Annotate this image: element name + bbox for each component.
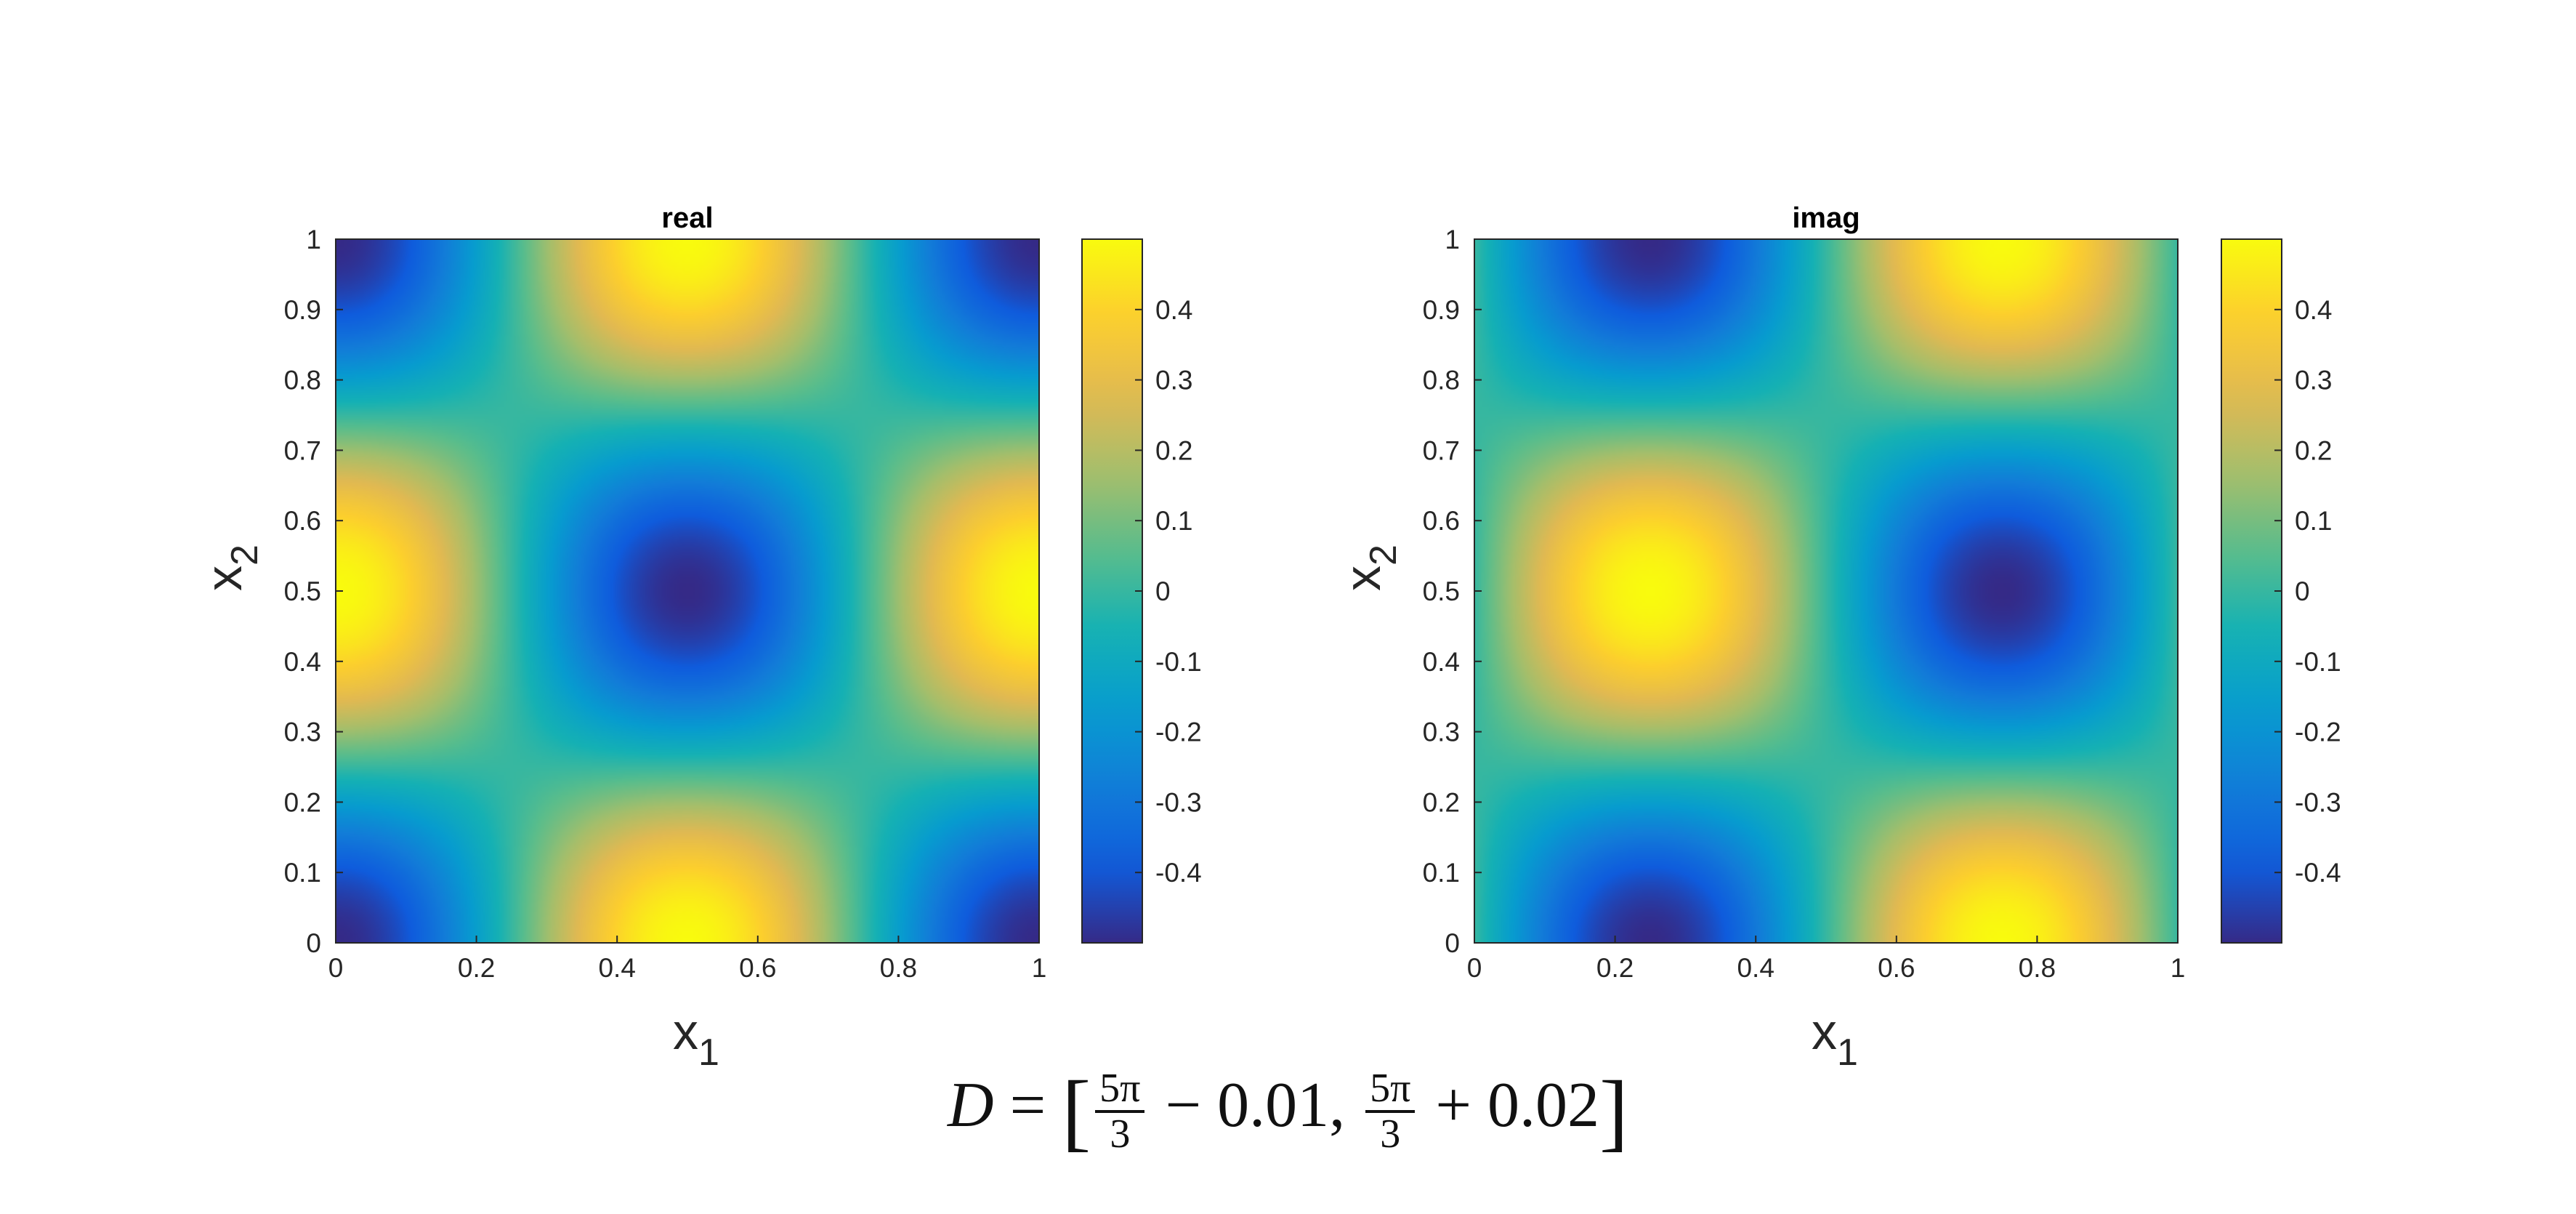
x-axis-label-sub: 1 <box>1837 1032 1858 1074</box>
x-tick-label: 0.6 <box>1878 953 1915 983</box>
caption-term-2: + 0.02 <box>1435 1070 1600 1141</box>
colorbar-tick-label: 0.2 <box>1155 435 1192 465</box>
colorbar-tick-label: 0.4 <box>2295 295 2332 325</box>
y-tick-label: 0.1 <box>284 858 321 888</box>
caption-frac-1-num: 5π <box>1095 1067 1145 1113</box>
colorbar-tick-label: -0.3 <box>2295 787 2341 817</box>
colorbar-tick-label: -0.1 <box>2295 647 2341 677</box>
caption-open-bracket: [ <box>1062 1063 1091 1159</box>
caption-equals: = <box>1009 1070 1046 1141</box>
y-tick-label: 0 <box>306 928 321 958</box>
y-tick-label: 0.1 <box>1423 858 1460 888</box>
colorbar-tick-label: -0.1 <box>1155 647 1202 677</box>
y-tick-label: 0.5 <box>284 576 321 606</box>
heatmap-real <box>336 239 1039 943</box>
colorbar <box>2221 238 2282 944</box>
colorbar-tick-label: -0.2 <box>1155 717 1202 747</box>
y-tick-label: 1 <box>306 225 321 254</box>
colorbar-tick-label: -0.4 <box>2295 858 2341 888</box>
y-tick-label: 1 <box>1445 225 1460 254</box>
x-tick-label: 0.8 <box>2019 953 2056 983</box>
caption-term-1: − 0.01, <box>1165 1070 1346 1141</box>
x-tick-label: 0.4 <box>598 953 635 983</box>
y-tick-label: 0.6 <box>1423 506 1460 536</box>
y-tick-label: 0.8 <box>284 366 321 395</box>
plot-title: imag <box>1792 202 1860 234</box>
y-tick-label: 0.6 <box>284 506 321 536</box>
caption-frac-2: 5π 3 <box>1365 1067 1416 1157</box>
y-tick-label: 0.9 <box>284 295 321 325</box>
colorbar-tick-label: -0.3 <box>1155 787 1202 817</box>
y-tick-label: 0.3 <box>1423 717 1460 747</box>
y-tick-label: 0.7 <box>1423 435 1460 465</box>
x-axis-label-sub: 1 <box>698 1032 719 1074</box>
y-tick-label: 0.2 <box>284 787 321 817</box>
colorbar-tick-label: 0.2 <box>2295 435 2332 465</box>
x-tick-label: 0 <box>1467 953 1482 983</box>
panel-imag: imag 0 0.2 0.4 0.6 0.8 1 0 0.1 0.2 0.3 0.4 0.5 0.6 0.7… <box>1334 202 2341 1074</box>
x-tick-label: 0.2 <box>458 953 495 983</box>
y-axis-label: x2 <box>195 544 266 591</box>
y-axis-label-sub: 2 <box>224 544 266 566</box>
colorbar-tick-label: -0.4 <box>1155 858 1202 888</box>
x-tick-label: 0.6 <box>739 953 776 983</box>
y-tick-label: 0.7 <box>284 435 321 465</box>
x-tick-label: 0.4 <box>1737 953 1774 983</box>
x-tick-label: 0 <box>328 953 344 983</box>
x-tick-label: 1 <box>2171 953 2186 983</box>
colorbar-tick-label: 0.1 <box>2295 506 2332 536</box>
x-tick-label: 1 <box>1032 953 1047 983</box>
caption-equation: D = [5π 3 − 0.01, 5π 3 + 0.02] <box>0 1061 2576 1162</box>
y-tick-label: 0.9 <box>1423 295 1460 325</box>
colorbar <box>1081 238 1143 944</box>
y-axis-label: x2 <box>1334 544 1405 591</box>
y-tick-label: 0.2 <box>1423 787 1460 817</box>
colorbar-tick-label: -0.2 <box>2295 717 2341 747</box>
y-axis-label-sub: 2 <box>1362 544 1405 566</box>
colorbar-tick-label: 0.3 <box>1155 366 1192 395</box>
colorbar-tick-label: 0 <box>1155 576 1171 606</box>
y-tick-label: 0.4 <box>1423 647 1460 677</box>
caption-lhs: D <box>948 1070 994 1141</box>
heatmap-imag <box>1474 239 2178 943</box>
caption-close-bracket: ] <box>1599 1063 1628 1159</box>
colorbar-tick-label: 0.4 <box>1155 295 1192 325</box>
colorbar-tick-label: 0.1 <box>1155 506 1192 536</box>
caption-frac-1-den: 3 <box>1110 1112 1131 1157</box>
colorbar-tick-label: 0 <box>2295 576 2310 606</box>
plot-title: real <box>661 202 713 234</box>
caption-frac-2-den: 3 <box>1380 1112 1401 1157</box>
x-tick-label: 0.2 <box>1596 953 1634 983</box>
caption-frac-1: 5π 3 <box>1095 1067 1145 1157</box>
y-tick-label: 0.8 <box>1423 366 1460 395</box>
y-tick-label: 0.4 <box>284 647 321 677</box>
panel-real: real 0 0.2 0.4 0.6 0.8 1 0 0.1 0.2 0.3 0.4 0.5 0.6 0.7… <box>195 202 1202 1074</box>
y-tick-label: 0.3 <box>284 717 321 747</box>
y-tick-label: 0 <box>1445 928 1460 958</box>
colorbar-tick-label: 0.3 <box>2295 366 2332 395</box>
caption-frac-2-num: 5π <box>1365 1067 1416 1113</box>
x-tick-label: 0.8 <box>880 953 917 983</box>
y-tick-label: 0.5 <box>1423 576 1460 606</box>
